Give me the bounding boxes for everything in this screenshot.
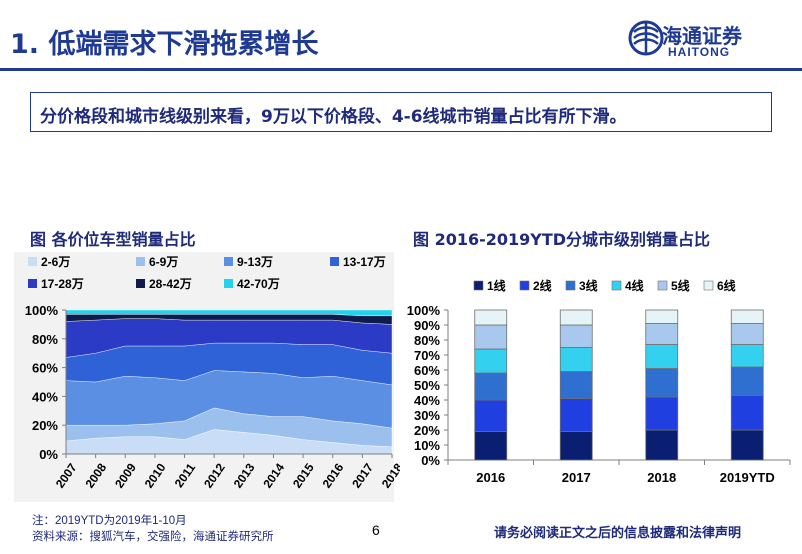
- bar-segment-2-1: [559, 371, 593, 399]
- legend-swatch-6: [224, 279, 233, 288]
- y-tick-label: 50%: [414, 378, 440, 393]
- bar-segment-3-1: [559, 347, 593, 372]
- y-tick-label: 100%: [407, 303, 441, 318]
- legend-label-0: 1线: [487, 278, 506, 293]
- company-logo: [628, 20, 664, 56]
- logo-name-en: HAITONG: [668, 45, 731, 59]
- chart-title-city-tier: 图 2016-2019YTD分城市级别销量占比: [413, 230, 711, 249]
- legend-label-2: 9-13万: [237, 255, 273, 269]
- area-series-6: [65, 309, 393, 316]
- summary-box: [30, 92, 772, 132]
- x-tick-label: 2017: [562, 470, 591, 485]
- legend-swatch-1: [519, 280, 530, 291]
- logo-emblem-icon: [628, 20, 664, 56]
- bar-segment-5-1: [559, 309, 593, 326]
- bar-segment-5-3: [730, 309, 764, 324]
- bar-segment-0-0: [474, 431, 508, 461]
- x-tick-label: 2019YTD: [720, 470, 775, 485]
- legend-label-3: 4线: [625, 278, 644, 293]
- y-tick-label: 0%: [39, 447, 58, 462]
- y-tick-label: 20%: [32, 418, 58, 433]
- legend-swatch-0: [473, 280, 484, 291]
- legend-swatch-3: [611, 280, 622, 291]
- bar-segment-3-2: [645, 344, 679, 369]
- bar-segment-1-0: [474, 399, 508, 432]
- bar-segment-4-1: [559, 324, 593, 348]
- bar-segment-1-2: [645, 396, 679, 431]
- y-tick-label: 80%: [32, 332, 58, 347]
- bar-segment-2-0: [474, 372, 508, 401]
- bar-segment-3-3: [730, 344, 764, 368]
- legend-swatch-4: [657, 280, 668, 291]
- y-tick-label: 40%: [32, 389, 58, 404]
- y-tick-label: 10%: [414, 438, 440, 453]
- bar-segment-5-2: [645, 309, 679, 324]
- bar-segment-1-3: [730, 395, 764, 431]
- legend-label-3: 13-17万: [343, 255, 386, 269]
- bar-segment-5-0: [474, 309, 508, 326]
- bar-segment-4-0: [474, 324, 508, 350]
- x-tick-label: 2016: [476, 470, 505, 485]
- legend-swatch-1: [136, 257, 145, 266]
- legend-swatch-2: [565, 280, 576, 291]
- legend-swatch-5: [703, 280, 714, 291]
- page-number: 6: [372, 522, 380, 538]
- footer-source: 资料来源：搜狐汽车，交强险，海通证券研究所: [32, 531, 274, 543]
- legend-swatch-2: [224, 257, 233, 266]
- summary-text: 分价格段和城市线级别来看，9万以下价格段、4-6线城市销量占比有所下滑。: [40, 107, 627, 127]
- legend-label-2: 3线: [579, 278, 598, 293]
- bar-segment-2-3: [730, 366, 764, 396]
- legend-label-6: 42-70万: [237, 277, 280, 291]
- chart-title-price-segment: 图 各价位车型销量占比: [30, 230, 196, 249]
- logo-name-cn: 海通证券: [662, 24, 742, 48]
- legend-label-5: 28-42万: [149, 277, 192, 291]
- bar-segment-3-0: [474, 348, 508, 374]
- y-tick-label: 20%: [414, 423, 440, 438]
- city-tier-bar-chart: 0%10%20%30%40%50%60%70%80%90%100% 2016 201…: [407, 278, 791, 485]
- legend-swatch-5: [136, 279, 145, 288]
- y-tick-label: 90%: [414, 318, 440, 333]
- legend-label-0: 2-6万: [41, 255, 70, 269]
- y-tick-label: 60%: [414, 363, 440, 378]
- header-divider: [0, 68, 802, 71]
- bar-segment-0-1: [559, 431, 593, 461]
- y-tick-label: 70%: [414, 348, 440, 363]
- bar-segment-4-3: [730, 323, 764, 345]
- disclaimer-text: 请务必阅读正文之后的信息披露和法律声明: [494, 526, 742, 541]
- legend-label-4: 5线: [671, 278, 690, 293]
- legend-swatch-4: [28, 279, 37, 288]
- legend-label-1: 6-9万: [149, 255, 178, 269]
- legend-label-5: 6线: [717, 278, 736, 293]
- y-tick-label: 60%: [32, 361, 58, 376]
- legend-label-4: 17-28万: [41, 277, 84, 291]
- page-title: 1. 低端需求下滑拖累增长: [10, 29, 319, 60]
- y-tick-label: 80%: [414, 333, 440, 348]
- bar-segment-0-2: [645, 429, 679, 461]
- bar-segment-2-2: [645, 368, 679, 398]
- bar-segment-1-1: [559, 398, 593, 432]
- y-tick-label: 40%: [414, 393, 440, 408]
- y-tick-label: 0%: [421, 453, 440, 468]
- footer-note: 注：2019YTD为2019年1-10月: [32, 515, 187, 527]
- price-segment-area-chart: 0%20%40%60%80%100%2007 2008 2009 2010 2011 20…: [14, 252, 400, 502]
- y-tick-label: 100%: [25, 303, 59, 318]
- legend-label-1: 2线: [533, 278, 552, 293]
- legend-swatch-0: [28, 257, 37, 266]
- y-tick-label: 30%: [414, 408, 440, 423]
- bar-segment-0-3: [730, 429, 764, 461]
- legend-swatch-3: [330, 257, 339, 266]
- bar-segment-4-2: [645, 323, 679, 345]
- x-tick-label: 2018: [647, 470, 676, 485]
